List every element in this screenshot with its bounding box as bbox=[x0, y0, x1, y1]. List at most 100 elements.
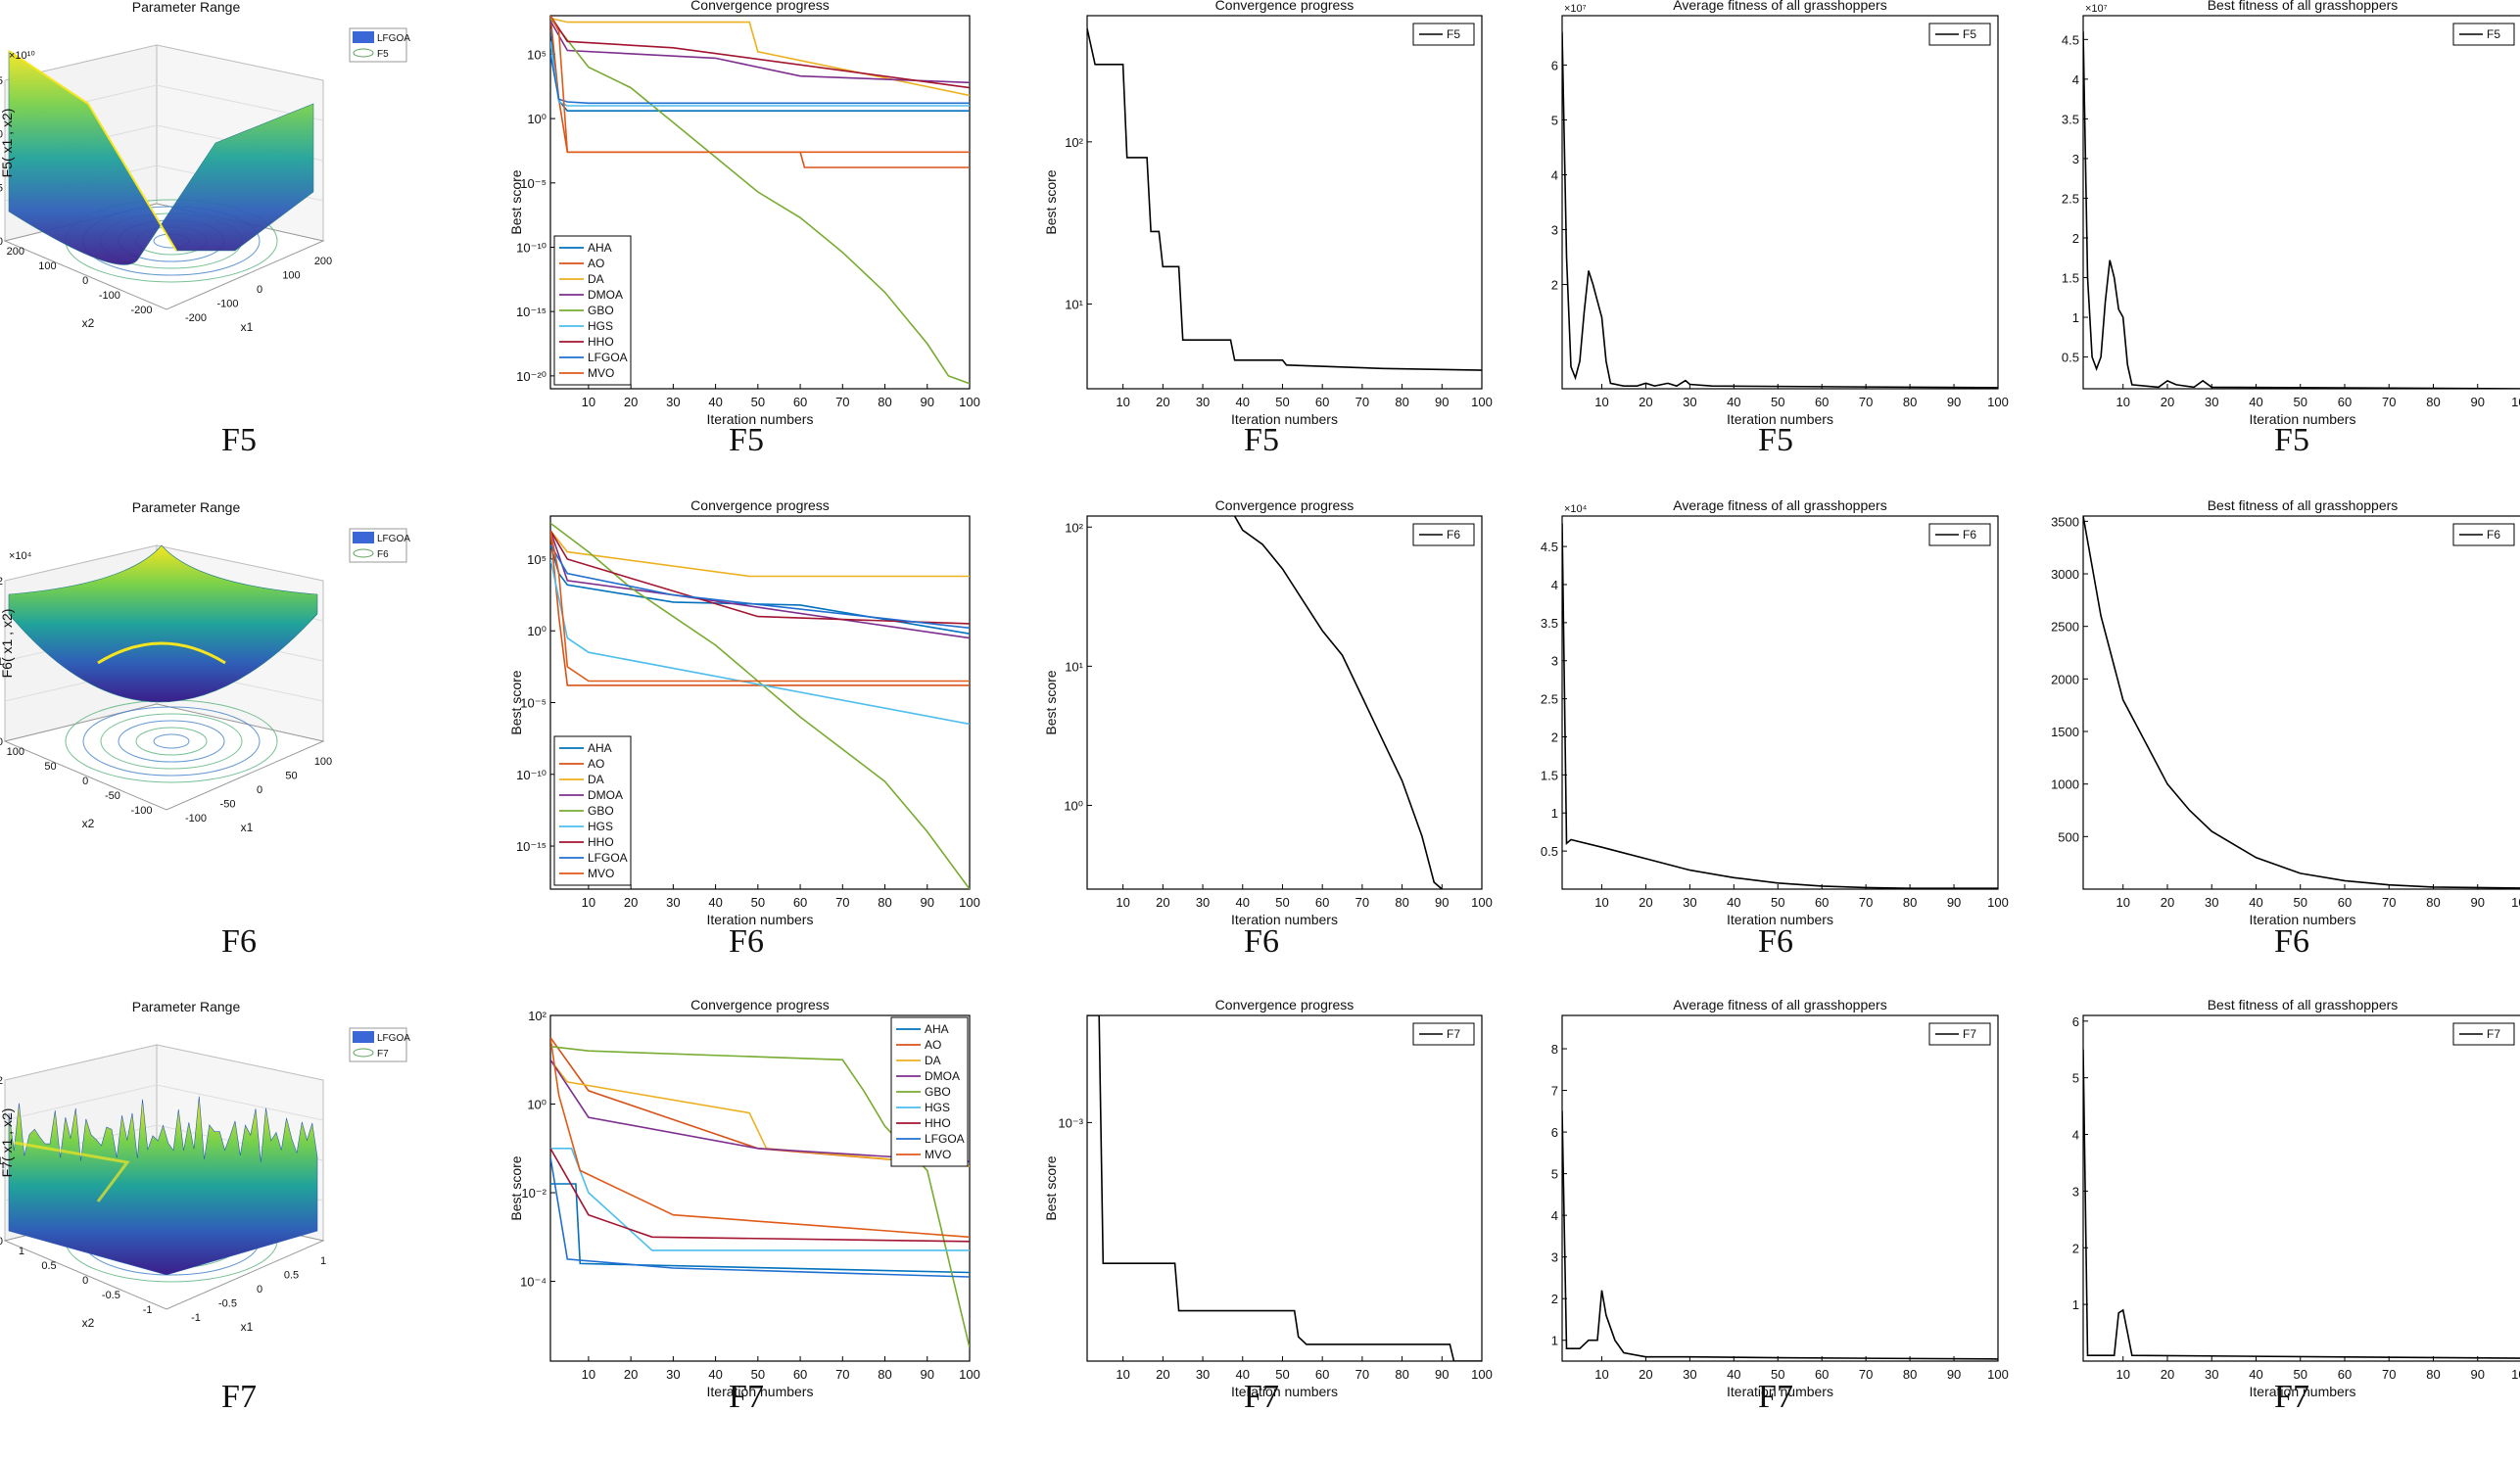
x-tick-label: 40 bbox=[2249, 395, 2262, 409]
x-tick-label: 50 bbox=[1275, 895, 1289, 910]
x-tick-label: 100 bbox=[1471, 1367, 1493, 1382]
series-line-F6 bbox=[1562, 523, 1998, 889]
x-tick-label: 80 bbox=[878, 1367, 891, 1382]
y-tick-label: 10⁰ bbox=[1064, 798, 1083, 813]
y-axis-label: F5( x1 , x2) bbox=[0, 109, 15, 178]
legend-label: F5 bbox=[1447, 27, 1460, 41]
y-tick-label: 500 bbox=[2058, 829, 2079, 844]
y-tick-label: 0.5 bbox=[1541, 844, 1558, 859]
legend-label: DA bbox=[925, 1054, 941, 1067]
x-tick-label: 70 bbox=[2382, 1367, 2396, 1382]
floor-contour bbox=[153, 733, 190, 749]
series-line-HGS bbox=[550, 41, 970, 107]
x-tick-label: 40 bbox=[2249, 895, 2262, 910]
chart-best-F7: Best fitness of all grasshoppers 10 20 30 40… bbox=[2072, 997, 2520, 1399]
x-tick-label: 100 bbox=[2511, 395, 2520, 409]
x-tick-label: 100 bbox=[2511, 895, 2520, 910]
x-tick-label: -1 bbox=[191, 1312, 201, 1324]
legend-contour-swatch bbox=[353, 548, 374, 558]
series-line-DA bbox=[550, 1059, 970, 1167]
z-tick-label: 1 bbox=[0, 1155, 3, 1167]
legend-label: F5 bbox=[1963, 27, 1976, 41]
y-axis-label: Best score bbox=[508, 169, 524, 234]
y-tick-label: -100 bbox=[99, 290, 120, 302]
x-tick-label: 10 bbox=[582, 895, 595, 910]
y-tick-label: 1.5 bbox=[2062, 271, 2079, 286]
x-tick-label: 100 bbox=[1987, 895, 2009, 910]
x-tick-label: -200 bbox=[185, 312, 207, 324]
x-tick-label: 90 bbox=[1435, 895, 1449, 910]
x-tick-label: 90 bbox=[2471, 1367, 2485, 1382]
surface-ridge bbox=[8, 50, 177, 252]
series-line-LFGOA bbox=[550, 1156, 970, 1278]
legend-label: AO bbox=[588, 757, 604, 771]
x-tick-label: 60 bbox=[2338, 1367, 2352, 1382]
x-tick-label: 50 bbox=[751, 1367, 765, 1382]
x-tick-label: 0.5 bbox=[284, 1270, 299, 1282]
series-group bbox=[1233, 516, 1443, 889]
y-tick-label: 1 bbox=[1551, 806, 1558, 821]
z-tick-label: 0 bbox=[0, 1236, 3, 1248]
legend-label: F7 bbox=[1963, 1027, 1976, 1041]
series-line-LFGOA bbox=[550, 543, 970, 630]
series-group bbox=[2083, 1049, 2520, 1359]
series-line-GBO bbox=[550, 18, 970, 385]
legend-label: GBO bbox=[925, 1085, 951, 1099]
panel-caption: F7 bbox=[1758, 1379, 1793, 1415]
x-tick-label: 60 bbox=[793, 1367, 807, 1382]
y-tick-label: 2 bbox=[1551, 278, 1558, 293]
y-tick-label: 10⁻³ bbox=[1058, 1115, 1083, 1130]
series-line-DA bbox=[550, 17, 970, 97]
x-tick-label: 40 bbox=[1236, 1367, 1250, 1382]
surface-title: Parameter Range bbox=[132, 499, 241, 515]
y-tick-label: -200 bbox=[130, 305, 152, 316]
series-line-DMOA bbox=[550, 1059, 970, 1163]
y-axis-label: Best score bbox=[508, 1155, 524, 1220]
legend-label: LFGOA bbox=[377, 534, 410, 544]
y-tick-label: 5 bbox=[1551, 1167, 1558, 1182]
y-tick-label: -50 bbox=[105, 790, 120, 802]
y-tick-label: 4 bbox=[1551, 167, 1558, 182]
z-tick-label: 15 bbox=[0, 75, 3, 87]
x-tick-label: 80 bbox=[878, 895, 891, 910]
x-tick-label: 40 bbox=[1727, 895, 1740, 910]
legend-label: MVO bbox=[925, 1148, 951, 1161]
x-tick-label: 100 bbox=[1471, 395, 1493, 409]
y-tick-label: 3 bbox=[1551, 223, 1558, 238]
y-tick-label: 100 bbox=[7, 746, 24, 758]
x-tick-label: 100 bbox=[959, 1367, 980, 1382]
series-line-F6 bbox=[1233, 516, 1443, 889]
chart-title: Best fitness of all grasshoppers bbox=[2208, 997, 2399, 1013]
x-tick-label: 20 bbox=[2161, 1367, 2174, 1382]
x1-axis-label: x1 bbox=[241, 1320, 254, 1334]
y-tick-label: -100 bbox=[130, 805, 152, 817]
panel-caption: F5 bbox=[221, 422, 257, 458]
x-tick-label: 30 bbox=[1196, 1367, 1210, 1382]
y-tick-label: 2 bbox=[2072, 1241, 2079, 1255]
x-tick-label: 20 bbox=[1639, 395, 1652, 409]
x-tick-label: 90 bbox=[1435, 1367, 1449, 1382]
legend-label: F7 bbox=[377, 1049, 389, 1060]
chart-single-F5: Convergence progress 10 20 30 40 50 60 70 80 90 10… bbox=[1043, 0, 1493, 427]
x-tick-label: 70 bbox=[1355, 895, 1369, 910]
x-tick-label: 70 bbox=[2382, 395, 2396, 409]
legend-label: LFGOA bbox=[377, 1033, 410, 1044]
x-tick-label: 60 bbox=[1315, 395, 1329, 409]
x-tick-label: 60 bbox=[1315, 1367, 1329, 1382]
floor-contour bbox=[135, 727, 208, 756]
series-group bbox=[1562, 31, 1998, 389]
x-axis-label: Iteration numbers bbox=[1727, 411, 1833, 427]
x-tick-label: 30 bbox=[1683, 895, 1696, 910]
y-exponent: ×10⁷ bbox=[1564, 3, 1587, 15]
y-tick-label: 3.5 bbox=[2062, 112, 2079, 126]
legend-label: MVO bbox=[588, 867, 614, 880]
floor-contour bbox=[100, 713, 243, 770]
panel-caption: F5 bbox=[2274, 422, 2309, 458]
x-tick-label: 10 bbox=[582, 1367, 595, 1382]
chart-single-F7: Convergence progress 10 20 30 40 50 60 70 80 90 10… bbox=[1043, 997, 1493, 1399]
surface-plot-F5: Parameter Range LFGOA F5 0 5 10 15 ×10¹⁰ F5( x1 … bbox=[0, 0, 410, 334]
legend-label: F6 bbox=[2487, 528, 2500, 542]
series-line-AHA bbox=[550, 28, 970, 112]
x-tick-label: 100 bbox=[2511, 1367, 2520, 1382]
